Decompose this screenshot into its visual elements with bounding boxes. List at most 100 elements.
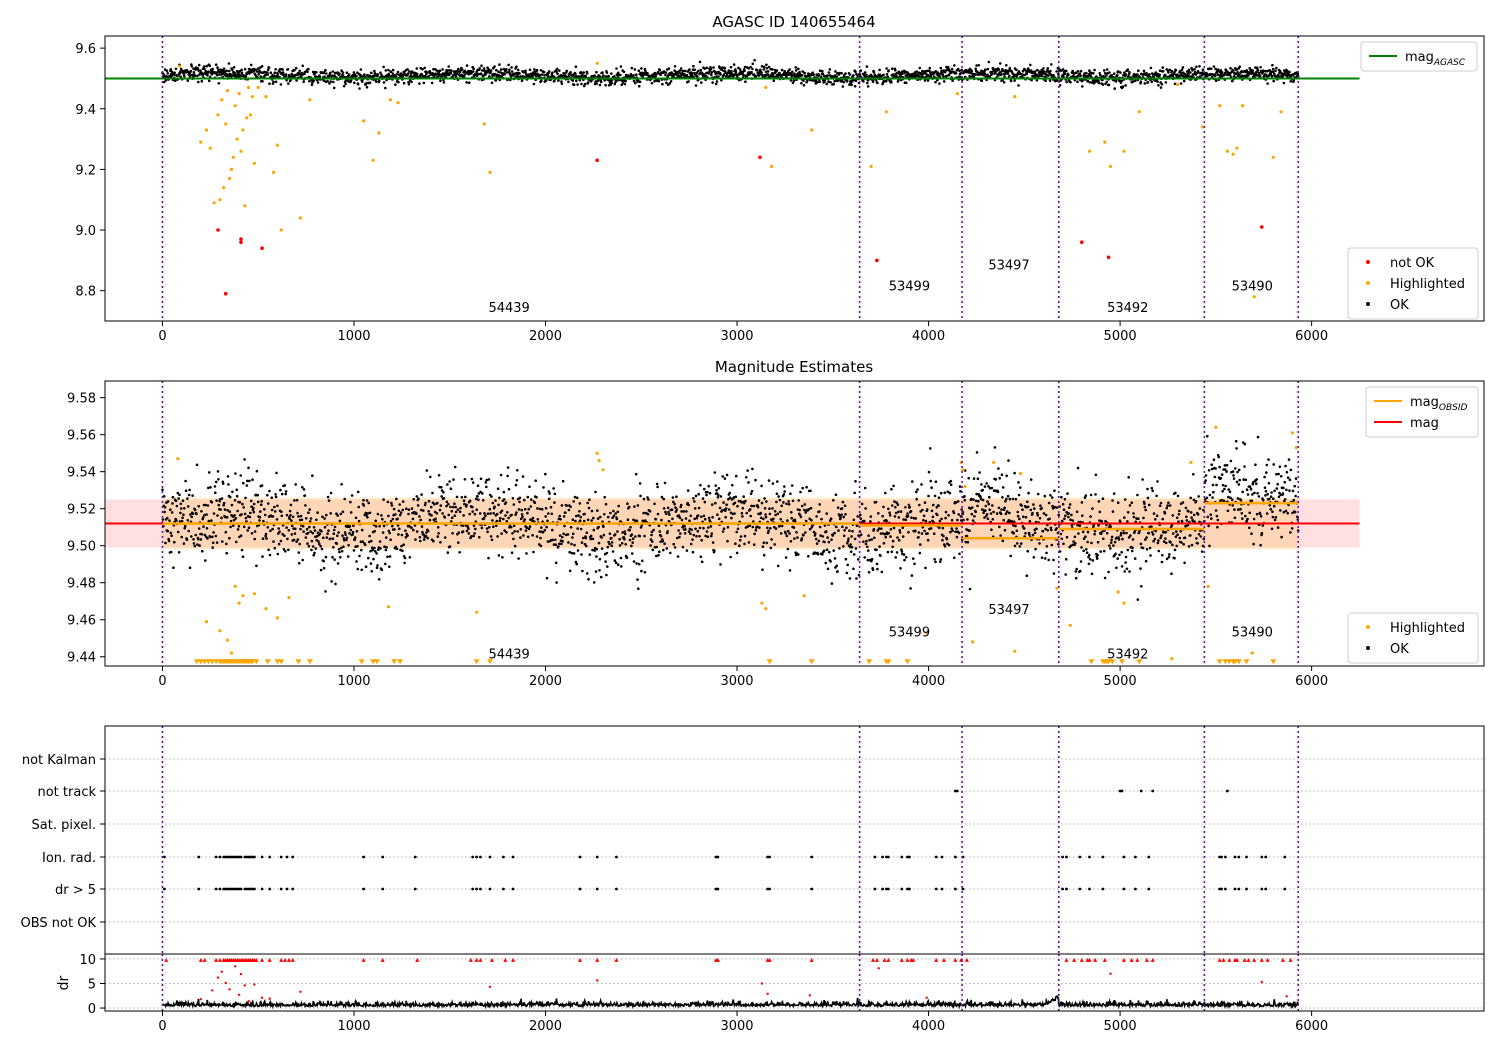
dr-clipped-marker	[1280, 957, 1285, 962]
flag-point	[934, 855, 938, 859]
flag-point	[881, 887, 884, 891]
chart-title: Magnitude Estimates	[715, 358, 873, 376]
highlighted-point	[178, 64, 182, 68]
dr-points	[161, 957, 1299, 1010]
x-tick-label: 0	[158, 674, 166, 689]
flag-point	[381, 887, 385, 891]
flag-point	[197, 855, 201, 859]
dr-clipped-marker	[260, 957, 265, 962]
flag-point	[163, 887, 166, 891]
highlighted-point	[226, 638, 230, 642]
flag-point	[940, 887, 944, 891]
highlighted-point	[241, 594, 245, 598]
dr-point	[224, 981, 227, 985]
y-tick-label: 9.2	[75, 163, 96, 178]
dr-clipped-marker	[489, 957, 494, 962]
highlighted-point	[371, 158, 375, 162]
clipped-highlight-marker	[808, 659, 815, 665]
obsid-labels: 54439 53499 53497 53492 53490	[488, 258, 1272, 315]
obsid-label: 54439	[488, 301, 529, 316]
clipped-highlight-marker	[209, 659, 216, 665]
highlighted-point	[231, 155, 235, 159]
dr-clipped-marker	[911, 957, 916, 962]
flag-point	[1245, 855, 1248, 859]
highlighted-point	[1279, 110, 1283, 114]
x-tick-label: 3000	[720, 329, 753, 344]
legend-upper-label: mag	[1410, 416, 1439, 431]
panel-flags: not Kalman not track Sat. pixel. Ion. rad. d…	[21, 725, 1485, 955]
x-tick-label: 5000	[1104, 329, 1137, 344]
highlighted-point	[377, 131, 381, 135]
highlighted-point	[595, 61, 599, 65]
highlighted-point	[1241, 104, 1245, 108]
obsid-label: 53499	[889, 625, 930, 640]
clipped-highlight-marker	[205, 659, 212, 665]
axes: not Kalman not track Sat. pixel. Ion. rad. d…	[21, 725, 1485, 955]
dr-point	[1285, 995, 1288, 998]
dr-point	[260, 996, 264, 999]
legend-lower-dot-swatch	[1366, 302, 1370, 306]
clipped-highlight-marker	[1136, 659, 1143, 665]
not-ok-point	[1080, 240, 1084, 244]
dr-clipped-marker	[1129, 957, 1134, 962]
axes: 0 1000 2000 3000 4000 5000 6000 0 5 10	[79, 953, 1485, 1034]
flag-point	[768, 855, 771, 859]
highlighted-point	[264, 607, 268, 611]
highlighted-point	[275, 143, 279, 147]
flag-category-label: Sat. pixel.	[32, 818, 96, 833]
y-tick-label: 9.44	[67, 651, 96, 666]
highlighted-point	[241, 128, 245, 132]
dr-clipped-marker	[1234, 957, 1239, 962]
highlighted-point	[1218, 104, 1222, 108]
legend-upper-box	[1360, 41, 1478, 72]
highlighted-point	[229, 651, 233, 655]
flag-point	[1061, 855, 1064, 859]
highlighted-point	[271, 170, 276, 174]
flag-point	[233, 887, 237, 891]
y-tick-label: 9.52	[67, 503, 96, 518]
highlighted-point	[1252, 295, 1256, 299]
legend-lower-label: not OK	[1390, 256, 1435, 271]
flag-point	[810, 855, 814, 859]
flag-point	[1151, 789, 1155, 793]
highlighted-point	[1103, 140, 1107, 144]
dr-clipped-marker	[254, 957, 259, 962]
flag-point	[810, 887, 814, 891]
dr-clipped-marker	[934, 957, 939, 962]
dr-point	[211, 989, 214, 992]
dr-clipped-marker	[1079, 957, 1084, 962]
flag-point	[511, 855, 515, 859]
dr-point	[247, 1000, 250, 1003]
highlighted-point	[925, 631, 929, 635]
y-tick-label: 0	[88, 1002, 96, 1017]
highlighted-point	[482, 122, 486, 126]
flag-point	[218, 887, 222, 891]
x-tick-label: 1000	[337, 674, 370, 689]
dr-clipped-marker	[1242, 957, 1247, 962]
highlighted-point	[199, 140, 203, 144]
highlighted-point	[1225, 149, 1229, 153]
clipped-highlight-marker	[193, 659, 200, 665]
highlighted-point	[764, 607, 768, 611]
highlighted-point	[597, 459, 601, 463]
dr-clipped-marker	[1093, 957, 1098, 962]
dr-clipped-marker	[1227, 957, 1232, 962]
dr-clipped-marker	[1150, 957, 1155, 962]
highlighted-point	[252, 592, 256, 596]
clipped-highlight-marker	[370, 659, 377, 665]
highlighted-point	[869, 164, 873, 168]
dr-point	[216, 976, 220, 979]
dr-clipped-marker	[1252, 957, 1257, 962]
dr-clipped-marker	[899, 957, 904, 962]
dr-clipped-marker	[1072, 957, 1077, 962]
dr-point	[299, 990, 302, 993]
panel-dr: 0 1000 2000 3000 4000 5000 6000 0 5 10 dr	[56, 953, 1485, 1034]
flag-point	[1264, 855, 1268, 859]
highlighted-point	[176, 457, 180, 461]
ok-point-cloud	[161, 434, 1300, 601]
flag-point	[253, 855, 256, 859]
dr-clipped-marker	[1135, 957, 1140, 962]
flag-point	[413, 855, 417, 859]
flag-point	[1220, 887, 1223, 891]
highlighted-point	[256, 85, 260, 90]
